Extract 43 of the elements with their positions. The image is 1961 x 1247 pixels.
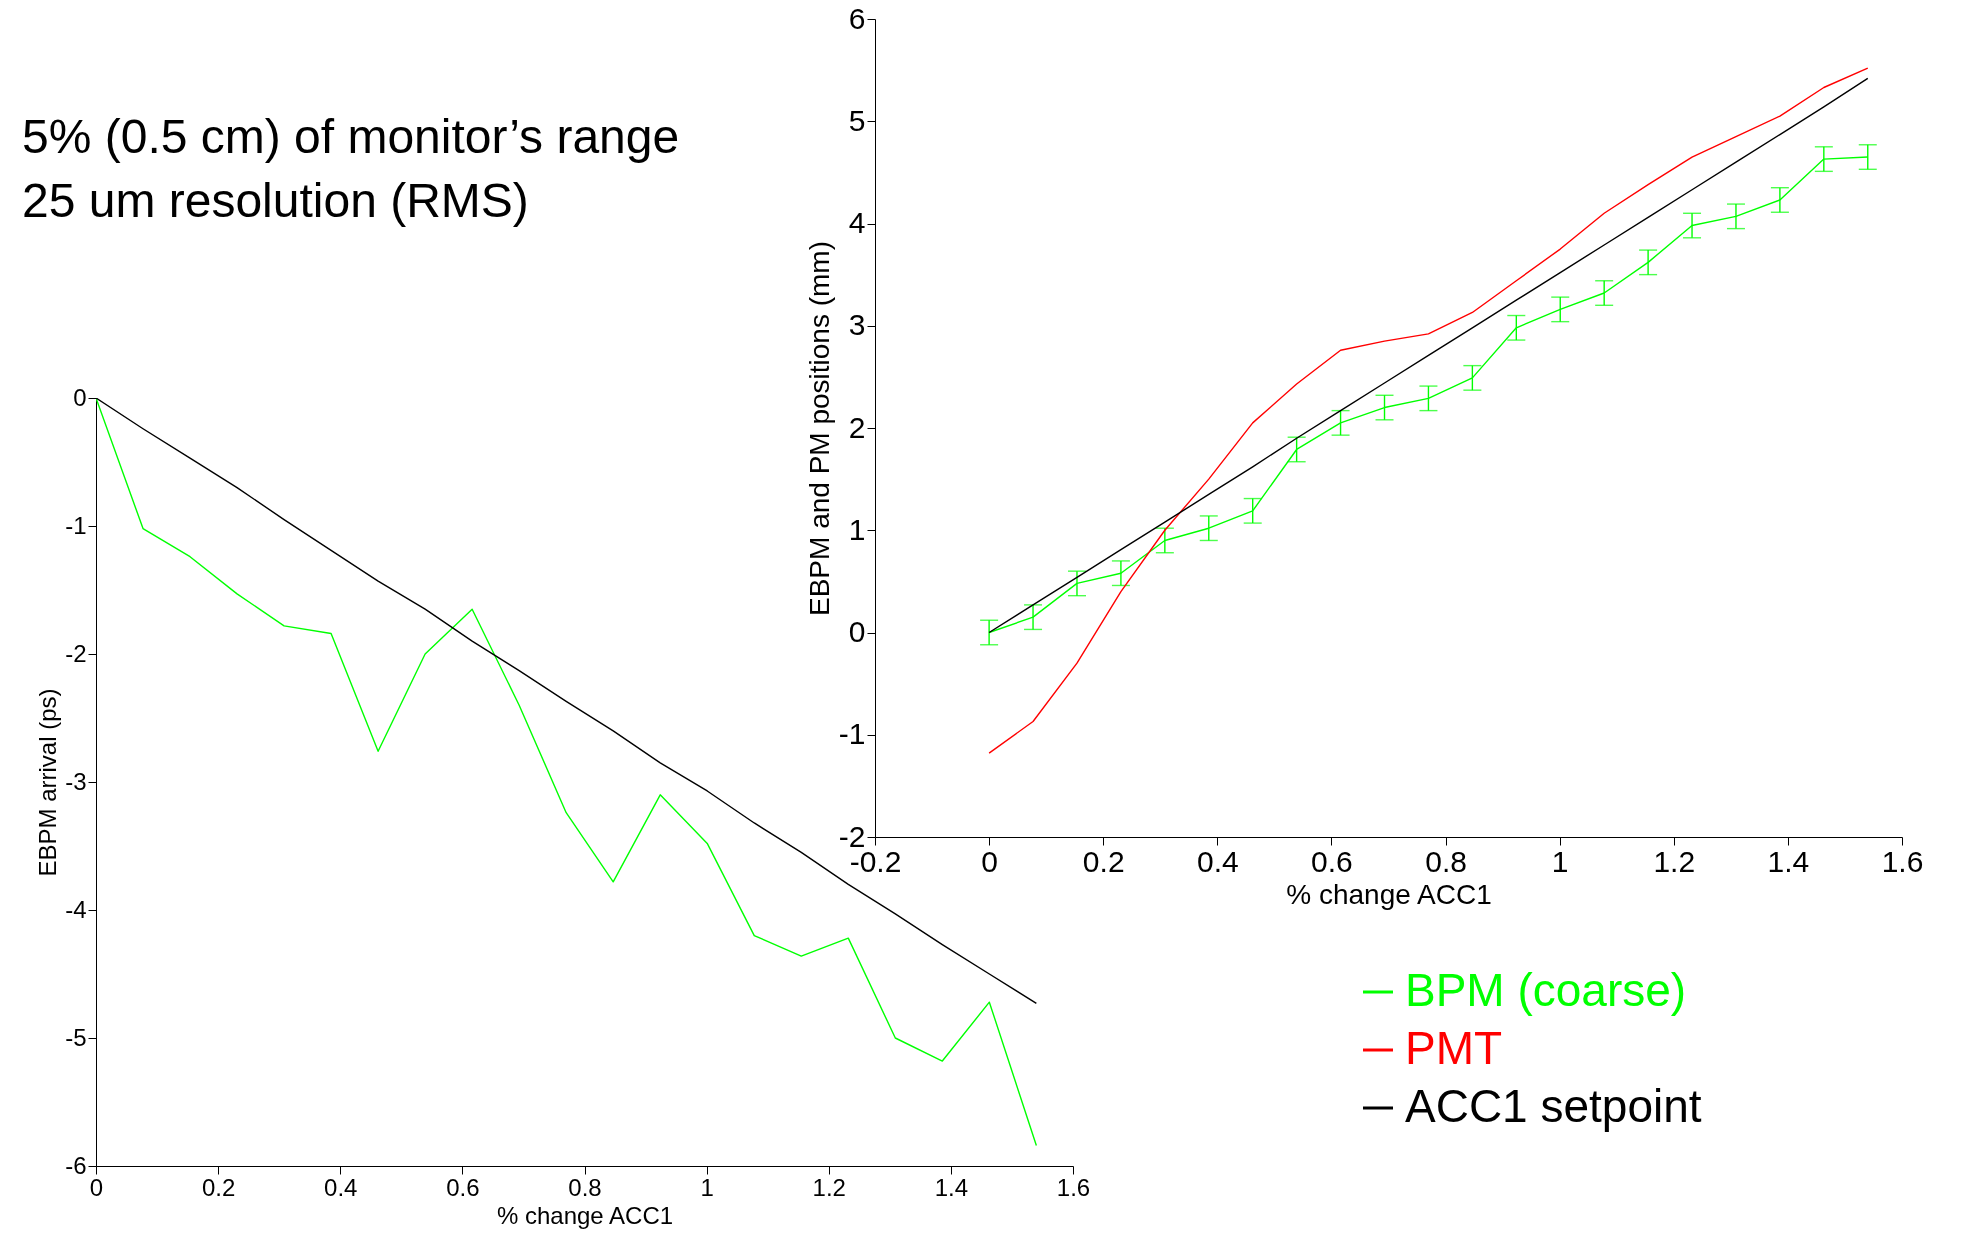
legend-label: BPM (coarse) [1405, 964, 1687, 1016]
y-tick-label: -5 [65, 1023, 87, 1051]
x-tick-label: 1.4 [934, 1173, 969, 1201]
x-tick-label: 0.4 [1196, 844, 1239, 878]
x-tick-label: 1.2 [812, 1173, 846, 1201]
x-tick-label: 0 [89, 1173, 104, 1201]
y-tick-label: -4 [65, 895, 87, 923]
x-tick-label: 0.8 [1425, 844, 1467, 878]
x-tick-label: 0.4 [324, 1173, 358, 1201]
x-tick-label: 1.6 [1056, 1173, 1091, 1201]
text: 5% (0.5 cm) of monitor’s range [22, 109, 680, 165]
x-tick-label: 1.6 [1881, 844, 1924, 878]
y-tick-label: -3 [65, 767, 87, 795]
legend-label: PMT [1405, 1022, 1503, 1074]
line-series [988, 67, 1869, 754]
legend-label: ACC1 setpoint [1405, 1080, 1702, 1132]
y-tick-label: -1 [65, 511, 87, 539]
y-tick-label: 5 [848, 103, 866, 137]
y-tick-label: 0 [73, 383, 87, 411]
y-tick-label: 3 [848, 308, 866, 342]
y-tick-label: -1 [838, 717, 866, 751]
x-tick-label: 0.2 [1082, 844, 1125, 878]
y-tick-label: 2 [848, 410, 866, 444]
x-tick-label: 0.6 [1311, 844, 1353, 878]
x-axis-title: % change ACC1 [496, 1201, 674, 1229]
x-tick-label: 0.6 [446, 1173, 480, 1201]
y-tick-label: -2 [65, 639, 87, 667]
y-tick-label: 4 [848, 206, 866, 239]
x-tick-label: 1.2 [1653, 844, 1696, 878]
x-tick-label: 0.2 [201, 1173, 236, 1201]
y-tick-label: 6 [848, 1, 866, 35]
x-tick-label: 1 [700, 1173, 714, 1201]
x-axis-title: % change ACC1 [1286, 878, 1492, 910]
y-tick-label: 0 [848, 615, 866, 648]
x-tick-label: 0.8 [568, 1173, 602, 1201]
text: 25 um resolution (RMS) [22, 173, 530, 229]
y-tick-label: -6 [65, 1151, 87, 1179]
x-tick-label: 1.4 [1767, 844, 1810, 878]
x-tick-label: 1 [1551, 844, 1569, 878]
x-tick-label: 0 [981, 844, 998, 878]
y-axis-title: EBPM and PM positions (mm) [803, 241, 835, 616]
y-axis-title: EBPM arrival (ps) [34, 688, 62, 877]
y-tick-label: 1 [848, 512, 866, 546]
